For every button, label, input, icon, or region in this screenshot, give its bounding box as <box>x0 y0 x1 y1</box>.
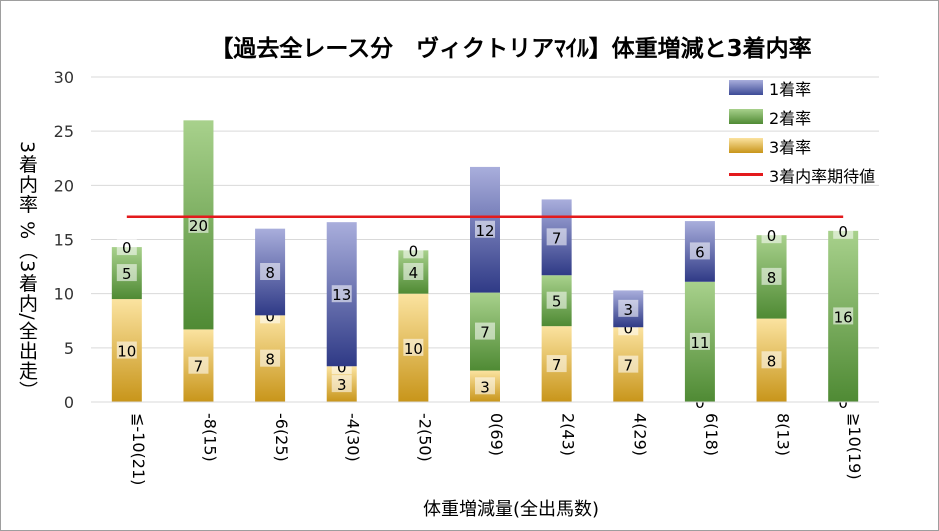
y-tick-label: 30 <box>54 68 74 87</box>
legend-item-1st: 1着率 <box>729 73 934 102</box>
data-label: 0 <box>409 242 419 260</box>
legend-item-expected: 3着内率期待値 <box>729 160 934 189</box>
x-tick-label: -8(15) <box>200 413 219 462</box>
x-tick-label: 2(43) <box>559 413 578 456</box>
legend-label-3rd: 3着率 <box>769 137 812 157</box>
legend-swatch-3rd <box>729 138 763 153</box>
legend-label-expected: 3着内率期待値 <box>769 166 876 186</box>
data-label-bg <box>475 220 495 238</box>
x-tick-label: 4(29) <box>630 413 649 456</box>
data-label-bg <box>403 241 424 259</box>
data-label: 10 <box>404 340 423 358</box>
data-label: 13 <box>332 286 351 304</box>
data-label-bg <box>475 322 495 340</box>
y-tick-label: 25 <box>54 122 74 141</box>
data-label-bg <box>618 355 639 373</box>
data-label: 3 <box>337 376 347 394</box>
chart-title: 【過去全レース分 ヴィクトリアﾏｲﾙ】体重増減と3着内率 <box>210 36 812 62</box>
legend-label-1st: 1着率 <box>769 79 812 99</box>
data-label-bg <box>116 341 137 359</box>
data-label-bg <box>689 242 710 260</box>
data-label-bg <box>260 263 281 280</box>
data-label: 10 <box>117 343 136 361</box>
x-tick-label: 8(13) <box>774 413 793 456</box>
data-label: 0 <box>265 307 275 325</box>
legend-label-2nd: 2着率 <box>769 108 812 128</box>
x-tick-label: 6(18) <box>702 413 721 456</box>
data-label: 7 <box>194 358 204 376</box>
data-label-bg <box>761 267 782 285</box>
data-label-bg <box>331 285 352 303</box>
x-axis-label: 体重増減量(全出馬数) <box>422 499 600 520</box>
data-label-bg <box>188 356 209 374</box>
legend-item-3rd: 3着率 <box>729 131 934 160</box>
legend-item-2nd: 2着率 <box>729 102 934 131</box>
data-label: 0 <box>695 394 705 412</box>
data-label: 8 <box>767 269 777 287</box>
x-tick-label: -2(50) <box>415 413 434 462</box>
data-label: 8 <box>767 352 777 370</box>
data-label-bg <box>260 349 281 367</box>
y-tick-label: 0 <box>64 393 74 412</box>
data-label: 7 <box>480 324 490 342</box>
data-label: 20 <box>189 217 208 235</box>
data-label-bg <box>833 221 854 239</box>
y-tick-label: 10 <box>54 285 74 304</box>
data-label: 0 <box>838 223 848 241</box>
data-label: 8 <box>265 351 275 369</box>
data-label-bg <box>403 263 424 280</box>
data-label: 0 <box>623 319 633 337</box>
data-label: 4 <box>409 264 419 282</box>
y-tick-label: 15 <box>54 231 74 250</box>
data-label: 5 <box>122 265 132 283</box>
y-tick-label: 20 <box>54 176 74 195</box>
data-label: 8 <box>265 264 275 282</box>
data-label: 0 <box>337 358 347 376</box>
data-label-bg <box>689 332 710 350</box>
data-label: 7 <box>552 229 562 247</box>
y-tick-label: 5 <box>64 339 74 358</box>
data-label-bg <box>546 355 567 373</box>
x-tick-label: ≦-10(21) <box>129 413 148 485</box>
data-label-bg <box>403 338 424 356</box>
data-label: 7 <box>623 357 633 375</box>
data-label-bg <box>188 215 209 233</box>
x-tick-label: -4(30) <box>344 413 363 462</box>
data-label: 0 <box>122 239 132 257</box>
data-label-bg <box>618 299 639 317</box>
legend-swatch-1st <box>729 80 763 95</box>
data-label-bg <box>116 238 137 256</box>
x-tick-label: 0(69) <box>487 413 506 456</box>
data-label: 12 <box>475 222 494 240</box>
y-axis-label: 3着内率 %（3着内/全出走） <box>16 141 38 401</box>
data-label-bg <box>833 307 854 325</box>
data-label: 11 <box>690 334 709 352</box>
x-tick-label: ≧10(19) <box>845 413 864 480</box>
data-label-bg <box>116 264 137 282</box>
data-label: 16 <box>834 308 853 326</box>
data-label: 0 <box>838 394 848 412</box>
data-label-bg <box>475 377 495 395</box>
data-label: 5 <box>552 293 562 311</box>
legend-swatch-2nd <box>729 109 763 124</box>
data-label-bg <box>546 291 567 309</box>
data-label-bg <box>331 375 352 393</box>
legend: 1着率 2着率 3着率 3着内率期待値 <box>729 73 934 189</box>
legend-swatch-expected <box>729 173 763 176</box>
data-label: 7 <box>552 356 562 374</box>
data-label-bg <box>546 228 567 246</box>
data-label: 6 <box>695 243 705 261</box>
data-label: 0 <box>767 227 777 245</box>
data-label: 3 <box>623 301 633 319</box>
data-label: 3 <box>480 378 490 396</box>
x-tick-label: -6(25) <box>272 413 291 462</box>
data-label-bg <box>761 226 782 244</box>
data-label-bg <box>761 351 782 369</box>
